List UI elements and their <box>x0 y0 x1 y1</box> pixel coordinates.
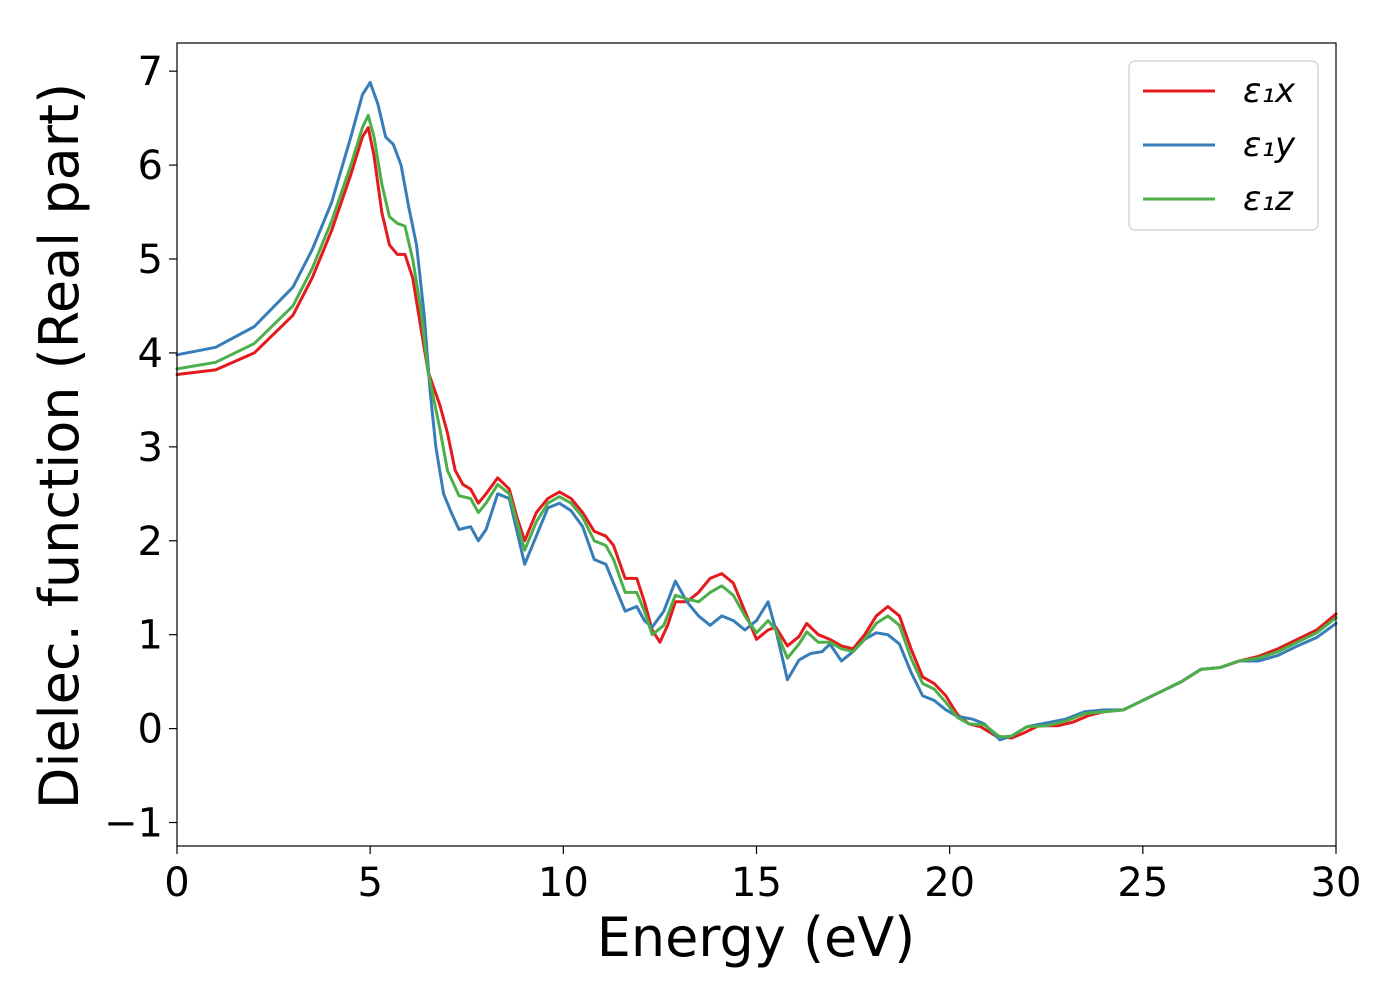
series-line-1 <box>175 126 1338 740</box>
y-axis-label: Dielec. function (Real part) <box>28 83 91 809</box>
y-tick-label: 0 <box>138 707 163 753</box>
y-tick-label: 7 <box>138 49 163 95</box>
x-tick-label: 30 <box>1311 860 1362 906</box>
series-line-3 <box>175 113 1338 739</box>
y-tick-label: 5 <box>138 237 163 283</box>
x-axis-label: Energy (eV) <box>597 906 916 969</box>
legend-label-2: ε₁y <box>1243 125 1296 165</box>
y-tick-label: 3 <box>138 425 163 471</box>
x-axis: 0 5 10 15 20 25 30 <box>164 846 1361 906</box>
legend-label-1: ε₁x <box>1243 71 1296 111</box>
legend-label-3: ε₁z <box>1243 179 1294 219</box>
y-tick-label: 4 <box>138 331 163 377</box>
x-tick-label: 20 <box>924 860 975 906</box>
x-tick-label: 0 <box>164 860 189 906</box>
legend-box <box>1128 60 1319 231</box>
y-tick-label: 1 <box>138 613 163 659</box>
legend: ε₁x ε₁y ε₁z <box>1128 60 1319 231</box>
series-line-2 <box>175 80 1338 742</box>
y-axis: −1 0 1 2 3 4 5 6 7 <box>104 49 177 847</box>
x-tick-label: 25 <box>1117 860 1168 906</box>
y-tick-label: 6 <box>138 143 163 189</box>
y-tick-label: −1 <box>104 801 163 847</box>
x-tick-label: 5 <box>357 860 382 906</box>
series-layer <box>175 80 1338 742</box>
x-tick-label: 10 <box>538 860 589 906</box>
y-tick-label: 2 <box>138 519 163 565</box>
x-tick-label: 15 <box>731 860 782 906</box>
